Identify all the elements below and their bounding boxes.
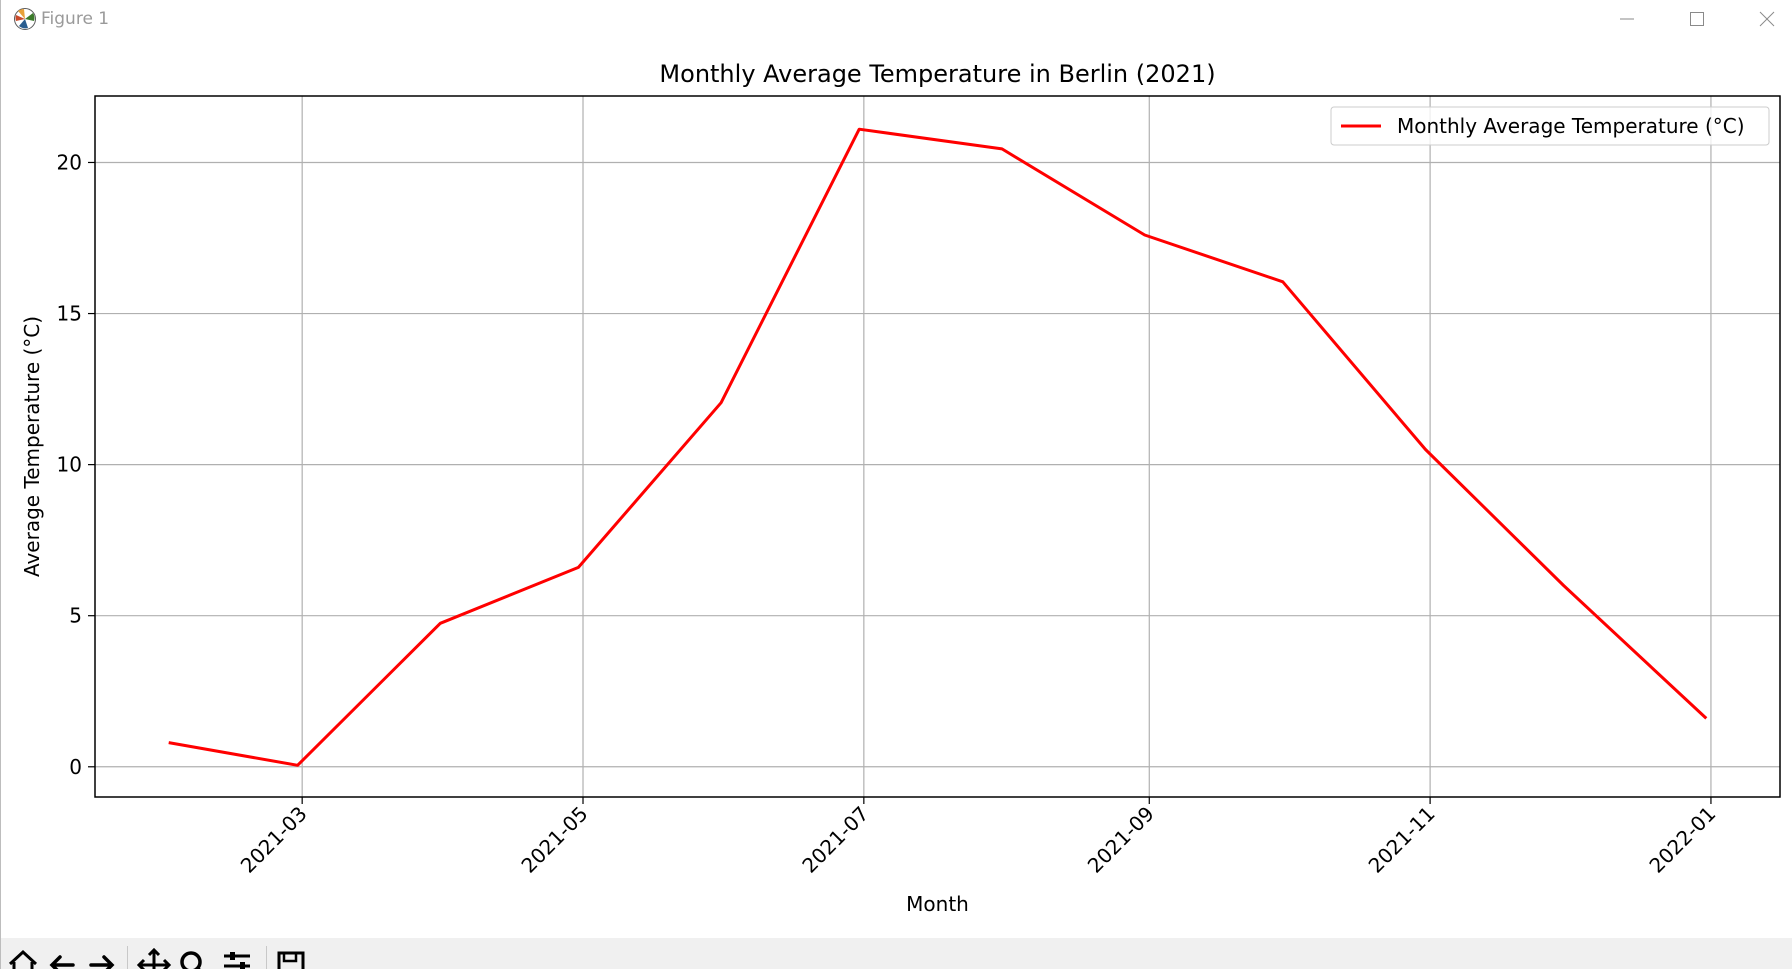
x-tick-label: 2021-11 — [1364, 802, 1440, 878]
axes-frame — [94, 95, 1781, 798]
forward-arrow-button[interactable] — [85, 948, 119, 969]
y-tick-label: 20 — [57, 150, 82, 174]
y-tick-label: 10 — [57, 453, 82, 477]
navigation-toolbar — [1, 938, 1792, 969]
line-chart[interactable]: 0 5 10 15 20 2021-03 2021-05 2021-07 2021-09 2021… — [1, 40, 1792, 938]
minimize-button[interactable] — [1593, 0, 1661, 38]
window-title: Figure 1 — [41, 9, 110, 29]
configure-subplots-icon — [224, 952, 250, 969]
matplotlib-icon — [14, 8, 36, 30]
zoom-magnifier-button[interactable] — [177, 948, 211, 969]
x-tick-label: 2021-03 — [236, 802, 312, 878]
y-tick-label: 15 — [57, 302, 82, 326]
grid — [95, 96, 1780, 797]
title-bar[interactable]: Figure 1 — [1, 0, 1792, 40]
configure-subplots-button[interactable] — [220, 948, 254, 969]
figure-canvas[interactable]: 0 5 10 15 20 2021-03 2021-05 2021-07 2021-09 2021… — [1, 40, 1792, 938]
close-icon — [1759, 11, 1775, 27]
home-icon — [8, 949, 38, 969]
back-arrow-button[interactable] — [45, 948, 79, 969]
legend-label: Monthly Average Temperature (°C) — [1397, 114, 1745, 138]
x-tick-label: 2021-09 — [1083, 802, 1159, 878]
x-tick-label: 2021-05 — [516, 802, 592, 878]
toolbar-separator — [266, 946, 267, 969]
toolbar-separator — [127, 946, 128, 969]
legend-box — [1330, 106, 1770, 146]
x-tick-label: 2021-07 — [797, 802, 873, 878]
series-lines — [168, 127, 1708, 767]
chart-title: Monthly Average Temperature in Berlin (2… — [659, 60, 1215, 88]
x-axis-label: Month — [906, 892, 969, 916]
maximize-icon — [1690, 12, 1704, 26]
back-arrow-icon — [49, 955, 75, 969]
pan-move-icon — [136, 947, 172, 969]
series-line — [168, 127, 1708, 767]
save-floppy-icon — [277, 951, 305, 969]
legend: Monthly Average Temperature (°C) — [1330, 106, 1770, 146]
home-button[interactable] — [7, 948, 41, 969]
y-tick-label: 0 — [69, 755, 82, 779]
close-button[interactable] — [1733, 0, 1792, 38]
zoom-magnifier-icon — [180, 951, 202, 969]
pan-move-button[interactable] — [136, 947, 172, 969]
maximize-button[interactable] — [1663, 0, 1731, 38]
save-floppy-button[interactable] — [274, 948, 308, 969]
x-tick-label: 2022-01 — [1644, 802, 1720, 878]
forward-arrow-icon — [89, 955, 115, 969]
minimize-icon — [1620, 18, 1634, 20]
y-tick-label: 5 — [69, 604, 82, 628]
y-axis-label: Average Temperature (°C) — [20, 316, 44, 577]
axis-ticks: 0 5 10 15 20 2021-03 2021-05 2021-07 2021-09 2021… — [57, 150, 1721, 877]
